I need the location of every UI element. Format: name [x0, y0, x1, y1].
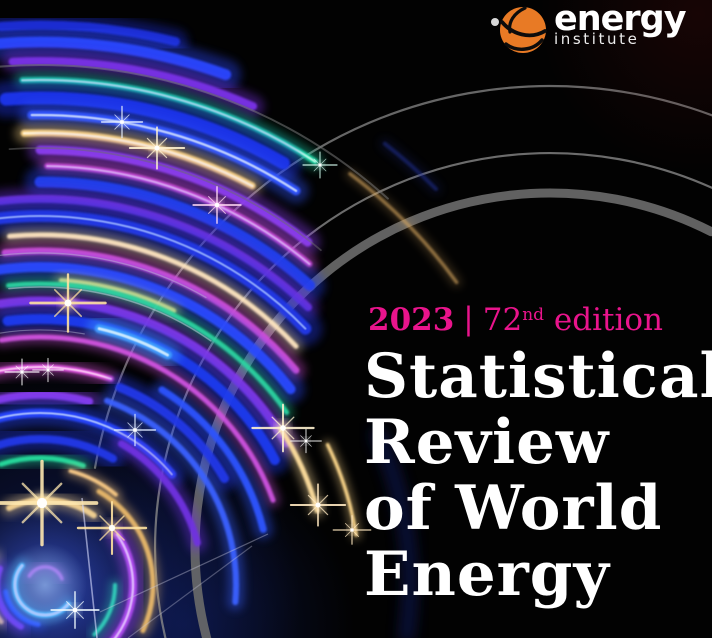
- logo-wordmark-secondary: institute: [554, 30, 640, 48]
- title-line-2: Review: [364, 407, 610, 478]
- edition-line: 2023 | 72nd edition: [368, 301, 663, 342]
- edition-word: [544, 302, 554, 338]
- edition-ordinal-suffix: nd: [522, 305, 545, 325]
- title-line-3: of World: [364, 473, 663, 544]
- logo-globe-icon: [491, 6, 547, 53]
- title-line-1: Statistical: [364, 341, 712, 412]
- edition-year: 2023: [368, 302, 455, 338]
- logo-wordmark-primary: energy: [554, 0, 687, 39]
- edition-word-text: edition: [553, 302, 663, 338]
- title-line-4: Energy: [364, 539, 610, 610]
- edition-number: 72: [482, 302, 523, 338]
- cover-title: Statistical Review of World Energy: [364, 344, 712, 608]
- edition-separator: |: [463, 301, 474, 337]
- energy-institute-logo: energy institute: [486, 0, 687, 61]
- logo-dot-icon: [491, 18, 499, 26]
